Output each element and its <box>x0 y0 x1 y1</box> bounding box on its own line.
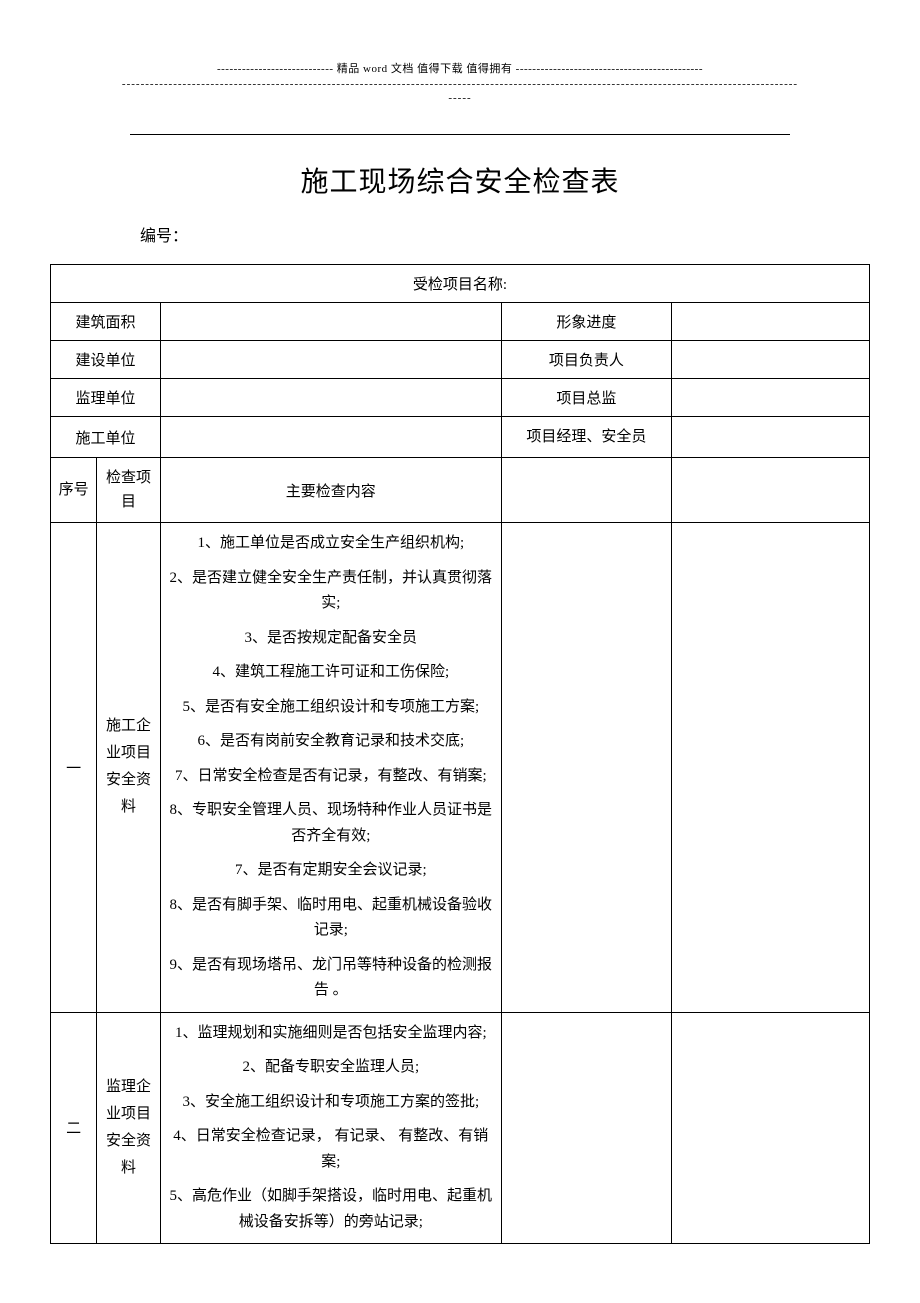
content-line: 8、专职安全管理人员、现场特种作业人员证书是否齐全有效; <box>167 798 495 849</box>
project-leader-label: 项目负责人 <box>501 341 671 379</box>
construction-unit-value <box>160 341 501 379</box>
section-2-seq: 二 <box>51 1012 97 1244</box>
section-2-item: 监理企业项目安全资料 <box>97 1012 161 1244</box>
content-line: 7、日常安全检查是否有记录，有整改、有销案; <box>167 764 495 790</box>
content-line: 4、建筑工程施工许可证和工伤保险; <box>167 660 495 686</box>
header-line2: ----------------------------------------… <box>50 78 870 90</box>
content-line: 2、配备专职安全监理人员; <box>167 1055 495 1081</box>
supervision-unit-value <box>160 379 501 417</box>
content-line: 6、是否有岗前安全教育记录和技术交底; <box>167 729 495 755</box>
header-line3: ----- <box>50 92 870 104</box>
header-line1: ---------------------------- 精品 word 文档 … <box>50 60 870 76</box>
content-line: 9、是否有现场塔吊、龙门吊等特种设备的检测报告 。 <box>167 953 495 1004</box>
blank-header-2 <box>672 458 870 523</box>
content-line: 1、施工单位是否成立安全生产组织机构; <box>167 531 495 557</box>
content-line: 3、安全施工组织设计和专项施工方案的签批; <box>167 1090 495 1116</box>
section-1-blank1 <box>501 523 671 1013</box>
section-1-row: 一 施工企业项目安全资料 1、施工单位是否成立安全生产组织机构; 2、是否建立健全… <box>51 523 870 1013</box>
project-leader-value <box>672 341 870 379</box>
column-header-row: 序号 检查项目 主要检查内容 <box>51 458 870 523</box>
section-2-blank2 <box>672 1012 870 1244</box>
content-line: 1、监理规划和实施细则是否包括安全监理内容; <box>167 1021 495 1047</box>
building-area-value <box>160 303 501 341</box>
content-line: 5、是否有安全施工组织设计和专项施工方案; <box>167 695 495 721</box>
construction-unit-row: 建设单位 项目负责人 <box>51 341 870 379</box>
building-area-row: 建筑面积 形象进度 <box>51 303 870 341</box>
check-item-header: 检查项目 <box>97 458 161 523</box>
progress-value <box>672 303 870 341</box>
contractor-unit-value <box>160 417 501 458</box>
content-line: 5、高危作业（如脚手架搭设，临时用电、起重机械设备安拆等）的旁站记录; <box>167 1184 495 1235</box>
seq-header: 序号 <box>51 458 97 523</box>
progress-label: 形象进度 <box>501 303 671 341</box>
section-2-blank1 <box>501 1012 671 1244</box>
section-2-content: 1、监理规划和实施细则是否包括安全监理内容; 2、配备专职安全监理人员; 3、安全施… <box>160 1012 501 1244</box>
supervision-unit-row: 监理单位 项目总监 <box>51 379 870 417</box>
content-line: 4、日常安全检查记录， 有记录、 有整改、有销案; <box>167 1124 495 1175</box>
serial-number-label: 编号： <box>140 222 870 246</box>
pm-safety-label: 项目经理、安全员 <box>501 417 671 458</box>
main-content-header: 主要检查内容 <box>160 458 501 523</box>
project-supervisor-label: 项目总监 <box>501 379 671 417</box>
project-name-cell: 受检项目名称: <box>51 265 870 303</box>
contractor-unit-row: 施工单位 项目经理、安全员 <box>51 417 870 458</box>
project-name-row: 受检项目名称: <box>51 265 870 303</box>
section-1-item: 施工企业项目安全资料 <box>97 523 161 1013</box>
construction-unit-label: 建设单位 <box>51 341 161 379</box>
content-line: 2、是否建立健全安全生产责任制，并认真贯彻落实; <box>167 566 495 617</box>
section-1-seq: 一 <box>51 523 97 1013</box>
inspection-table: 受检项目名称: 建筑面积 形象进度 建设单位 项目负责人 监理单位 项目总监 施… <box>50 264 870 1244</box>
section-2-row: 二 监理企业项目安全资料 1、监理规划和实施细则是否包括安全监理内容; 2、配备专… <box>51 1012 870 1244</box>
header-decoration: ---------------------------- 精品 word 文档 … <box>50 60 870 104</box>
content-line: 3、是否按规定配备安全员 <box>167 626 495 652</box>
content-line: 7、是否有定期安全会议记录; <box>167 858 495 884</box>
section-1-content: 1、施工单位是否成立安全生产组织机构; 2、是否建立健全安全生产责任制，并认真贯彻… <box>160 523 501 1013</box>
content-line: 8、是否有脚手架、临时用电、起重机械设备验收记录; <box>167 893 495 944</box>
section-1-blank2 <box>672 523 870 1013</box>
document-title: 施工现场综合安全检查表 <box>50 160 870 200</box>
horizontal-rule <box>130 134 790 135</box>
project-supervisor-value <box>672 379 870 417</box>
contractor-unit-label: 施工单位 <box>51 417 161 458</box>
building-area-label: 建筑面积 <box>51 303 161 341</box>
blank-header-1 <box>501 458 671 523</box>
pm-safety-value <box>672 417 870 458</box>
supervision-unit-label: 监理单位 <box>51 379 161 417</box>
